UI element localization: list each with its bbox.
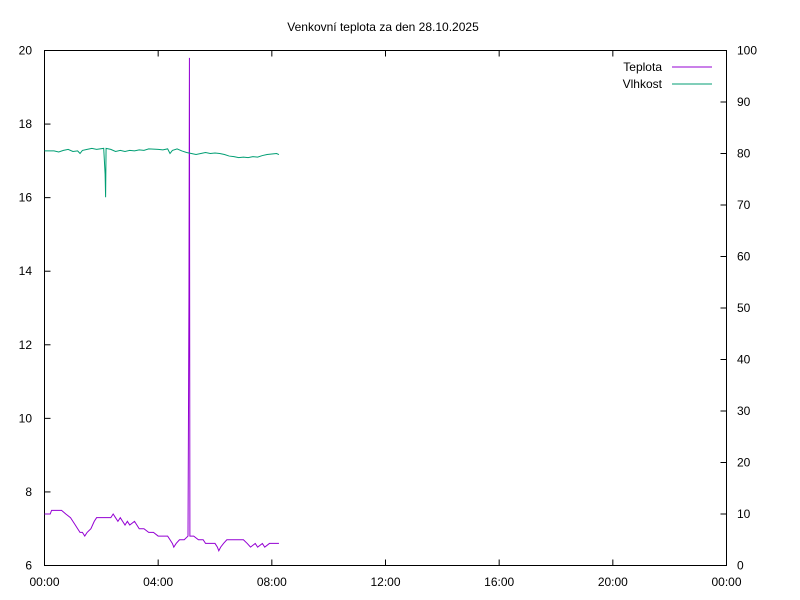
y-left-tick-label: 6	[25, 559, 32, 573]
y-right-tick-label: 40	[737, 353, 751, 367]
y-left-tick-label: 18	[19, 117, 33, 131]
x-tick-label: 04:00	[143, 575, 173, 589]
y-right-tick-label: 80	[737, 147, 751, 161]
series-line-vlhkost	[44, 147, 280, 198]
legend: Teplota Vlhkost	[623, 60, 712, 91]
x-tick-label: 00:00	[29, 575, 59, 589]
axis-ticks: 00:00 04:00 08:00 12:00 16:00 20:00 00:00 6 8 10 1…	[19, 44, 758, 590]
legend-label-vlhkost: Vlhkost	[623, 77, 663, 91]
x-tick-label: 08:00	[257, 575, 287, 589]
y-right-tick-label: 50	[737, 301, 751, 315]
y-right-tick-label: 100	[737, 44, 757, 58]
plot-frame	[44, 50, 727, 566]
x-tick-label: 16:00	[484, 575, 514, 589]
x-tick-label: 12:00	[370, 575, 400, 589]
y-left-tick-label: 16	[19, 191, 33, 205]
legend-label-teplota: Teplota	[623, 60, 662, 74]
chart-title: Venkovní teplota za den 28.10.2025	[287, 20, 479, 34]
y-left-tick-label: 12	[19, 338, 33, 352]
y-right-tick-label: 30	[737, 404, 751, 418]
series-lines	[44, 57, 280, 553]
y-left-tick-label: 8	[25, 485, 32, 499]
y-left-tick-label: 10	[19, 411, 33, 425]
y-right-tick-label: 60	[737, 250, 751, 264]
y-right-tick-label: 0	[737, 559, 744, 573]
x-tick-label: 20:00	[598, 575, 628, 589]
y-left-tick-label: 20	[19, 44, 33, 58]
x-tick-label: 00:00	[711, 575, 741, 589]
y-right-tick-label: 90	[737, 95, 751, 109]
y-right-tick-label: 10	[737, 507, 751, 521]
y-left-tick-label: 14	[19, 264, 33, 278]
y-right-tick-label: 20	[737, 456, 751, 470]
series-line-teplota	[44, 57, 279, 553]
y-right-tick-label: 70	[737, 198, 751, 212]
